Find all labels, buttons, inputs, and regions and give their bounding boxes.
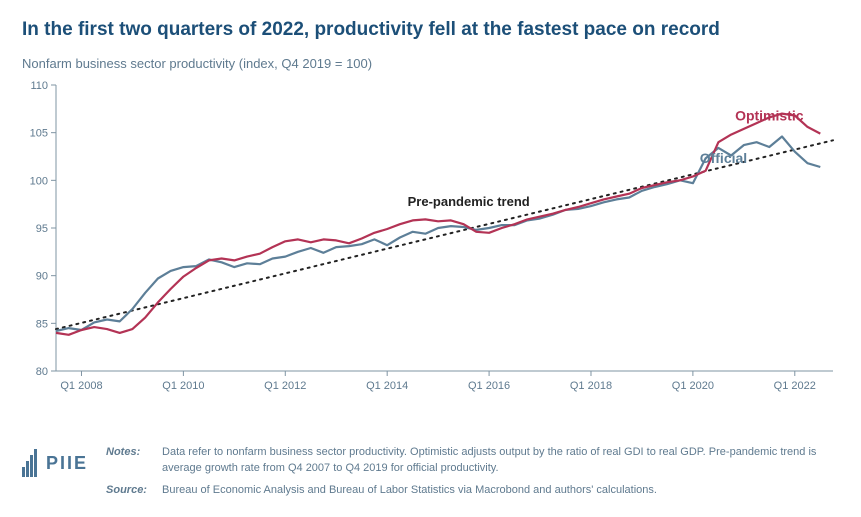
- svg-text:100: 100: [30, 175, 48, 187]
- line-chart-svg: 80 85 90 95 100 105 110 Q1 2008 Q1 2010 Q1 2012 Q1…: [22, 79, 839, 399]
- figure-container: In the first two quarters of 2022, produ…: [0, 0, 861, 517]
- svg-text:Official: Official: [700, 150, 747, 166]
- svg-text:110: 110: [30, 80, 48, 92]
- source-label: Source:: [106, 483, 154, 499]
- notes-text: Data refer to nonfarm business sector pr…: [162, 445, 839, 477]
- svg-text:Optimistic: Optimistic: [735, 107, 804, 123]
- figure-footer: PIIE Notes: Data refer to nonfarm busine…: [22, 445, 839, 505]
- chart-title: In the first two quarters of 2022, produ…: [22, 18, 839, 42]
- piie-logo: PIIE: [22, 449, 88, 477]
- svg-text:95: 95: [36, 223, 48, 235]
- piie-logo-text: PIIE: [46, 453, 88, 474]
- svg-text:Q1 2020: Q1 2020: [672, 380, 714, 392]
- source-text: Bureau of Economic Analysis and Bureau o…: [162, 483, 657, 499]
- svg-text:Q1 2008: Q1 2008: [60, 380, 102, 392]
- notes-row: Notes: Data refer to nonfarm business se…: [106, 445, 839, 477]
- chart-subtitle: Nonfarm business sector productivity (in…: [22, 56, 839, 71]
- piie-logo-icon: [22, 449, 40, 477]
- svg-text:Q1 2022: Q1 2022: [774, 380, 816, 392]
- notes-label: Notes:: [106, 445, 154, 477]
- svg-text:Q1 2010: Q1 2010: [162, 380, 204, 392]
- svg-text:80: 80: [36, 366, 48, 378]
- svg-text:Q1 2012: Q1 2012: [264, 380, 306, 392]
- svg-text:85: 85: [36, 318, 48, 330]
- svg-text:Q1 2016: Q1 2016: [468, 380, 510, 392]
- svg-text:90: 90: [36, 270, 48, 282]
- source-row: Source: Bureau of Economic Analysis and …: [106, 483, 839, 499]
- chart-area: 80 85 90 95 100 105 110 Q1 2008 Q1 2010 Q1 2012 Q1…: [22, 79, 839, 399]
- footer-text-block: Notes: Data refer to nonfarm business se…: [106, 445, 839, 505]
- svg-text:Pre-pandemic trend: Pre-pandemic trend: [408, 194, 530, 209]
- svg-text:Q1 2018: Q1 2018: [570, 380, 612, 392]
- svg-text:Q1 2014: Q1 2014: [366, 380, 408, 392]
- svg-text:105: 105: [30, 127, 48, 139]
